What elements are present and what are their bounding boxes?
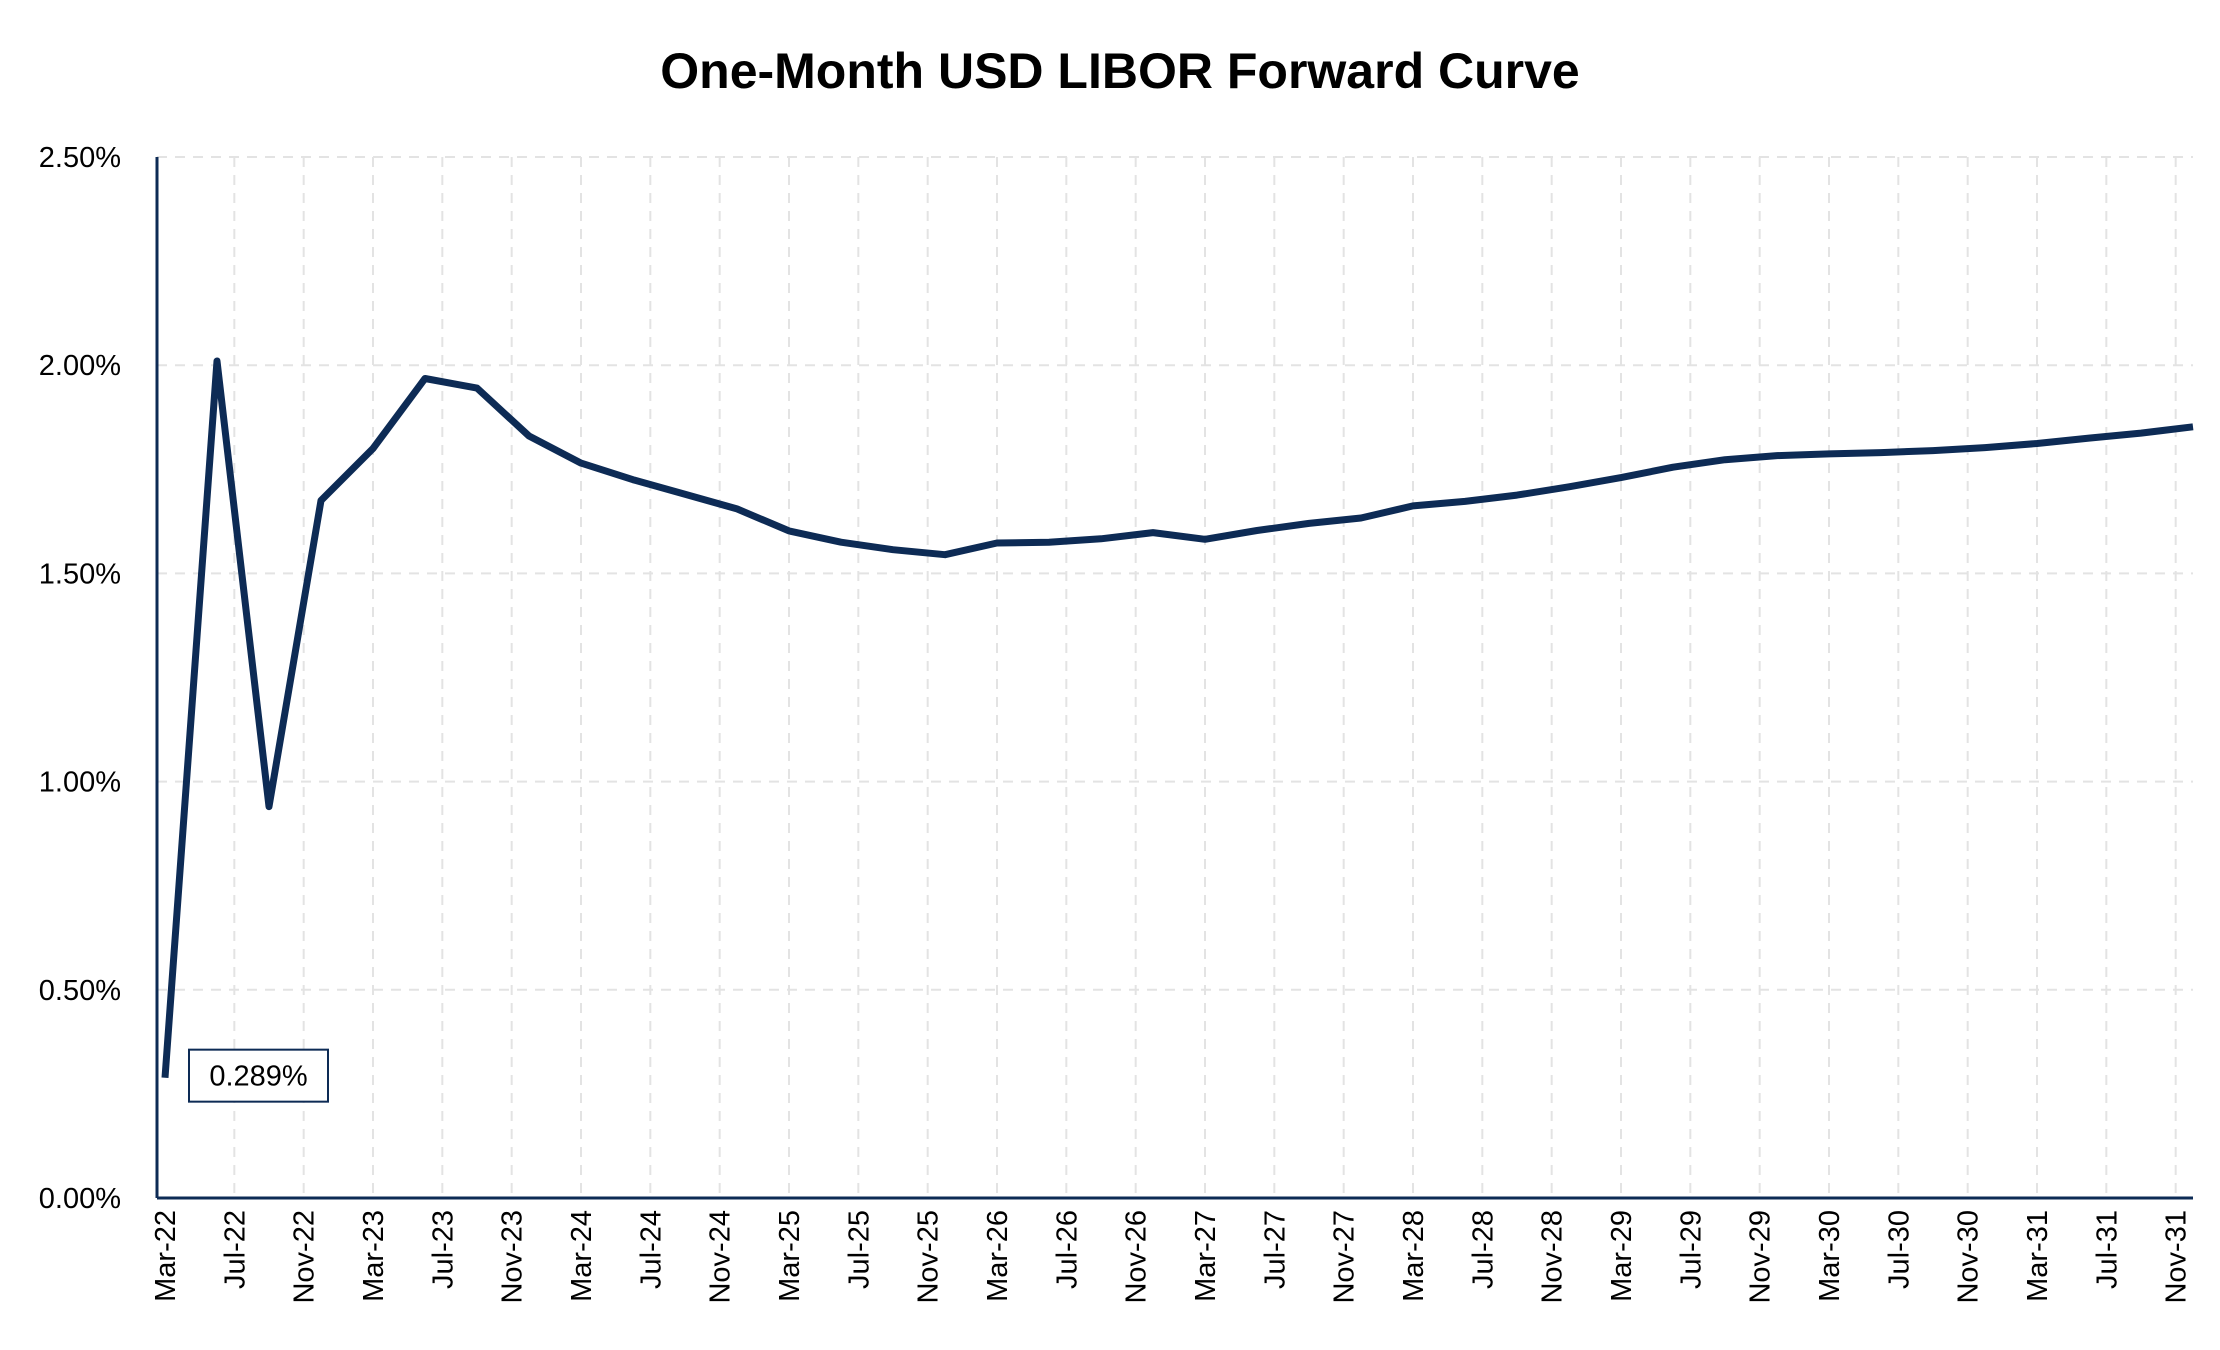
- series-line: [161, 357, 2194, 1078]
- x-tick-label: Mar-26: [982, 1210, 1014, 1302]
- x-tick-label: Jul-24: [635, 1210, 667, 1289]
- y-axis-tick-labels: 0.00% 0.50% 1.00% 1.50% 2.00% 2.50%: [39, 142, 121, 1215]
- x-tick-label: Mar-24: [566, 1210, 598, 1302]
- x-tick-label: Nov-23: [497, 1210, 529, 1304]
- x-tick-label: Mar-29: [1606, 1210, 1638, 1302]
- y-tick-label: 1.50%: [39, 558, 121, 590]
- data-label-box: [188, 1048, 329, 1103]
- x-tick-label: Jul-23: [427, 1210, 459, 1289]
- x-tick-label: Jul-25: [843, 1210, 875, 1289]
- chart-title: One-Month USD LIBOR Forward Curve: [660, 43, 1579, 99]
- x-tick-label: Nov-24: [705, 1210, 737, 1304]
- x-tick-label: Jul-30: [1883, 1210, 1915, 1289]
- y-tick-label: 0.00%: [39, 1183, 121, 1215]
- x-tick-label: Nov-31: [2161, 1210, 2193, 1304]
- x-tick-label: Jul-27: [1259, 1210, 1291, 1289]
- x-tick-label: Nov-30: [1953, 1210, 1985, 1304]
- x-tick-label: Nov-29: [1745, 1210, 1777, 1304]
- x-tick-label: Mar-25: [774, 1210, 806, 1302]
- x-tick-label: Jul-26: [1051, 1210, 1083, 1289]
- axes: [155, 157, 2193, 1200]
- x-tick-label: Mar-30: [1814, 1210, 1846, 1302]
- x-tick-label: Nov-26: [1121, 1210, 1153, 1304]
- data-label: 0.289%: [209, 1061, 307, 1093]
- annotation-layer: 0.289%: [188, 1048, 329, 1103]
- x-tick-label: Mar-27: [1190, 1210, 1222, 1302]
- y-tick-label: 2.00%: [39, 350, 121, 382]
- x-tick-label: Mar-23: [358, 1210, 390, 1302]
- x-tick-label: Nov-25: [913, 1210, 945, 1304]
- x-tick-label: Nov-28: [1537, 1210, 1569, 1304]
- x-tick-label: Jul-31: [2091, 1210, 2123, 1289]
- x-axis-tick-labels: Mar-22 Jul-22 Nov-22 Mar-23 Jul-23 Nov-23 Mar-…: [150, 1210, 2193, 1304]
- x-tick-label: Nov-27: [1329, 1210, 1361, 1304]
- x-tick-label: Mar-28: [1398, 1210, 1430, 1302]
- x-tick-label: Jul-28: [1467, 1210, 1499, 1289]
- x-tick-label: Jul-29: [1675, 1210, 1707, 1289]
- y-tick-label: 1.00%: [39, 767, 121, 799]
- series-layer: [161, 357, 2194, 1078]
- x-tick-label: Nov-22: [289, 1210, 321, 1304]
- x-tick-label: Mar-22: [150, 1210, 182, 1302]
- y-tick-label: 2.50%: [39, 142, 121, 174]
- y-tick-label: 0.50%: [39, 975, 121, 1007]
- x-tick-label: Jul-22: [219, 1210, 251, 1289]
- gridlines: [157, 156, 2193, 1198]
- x-tick-label: Mar-31: [2022, 1210, 2054, 1302]
